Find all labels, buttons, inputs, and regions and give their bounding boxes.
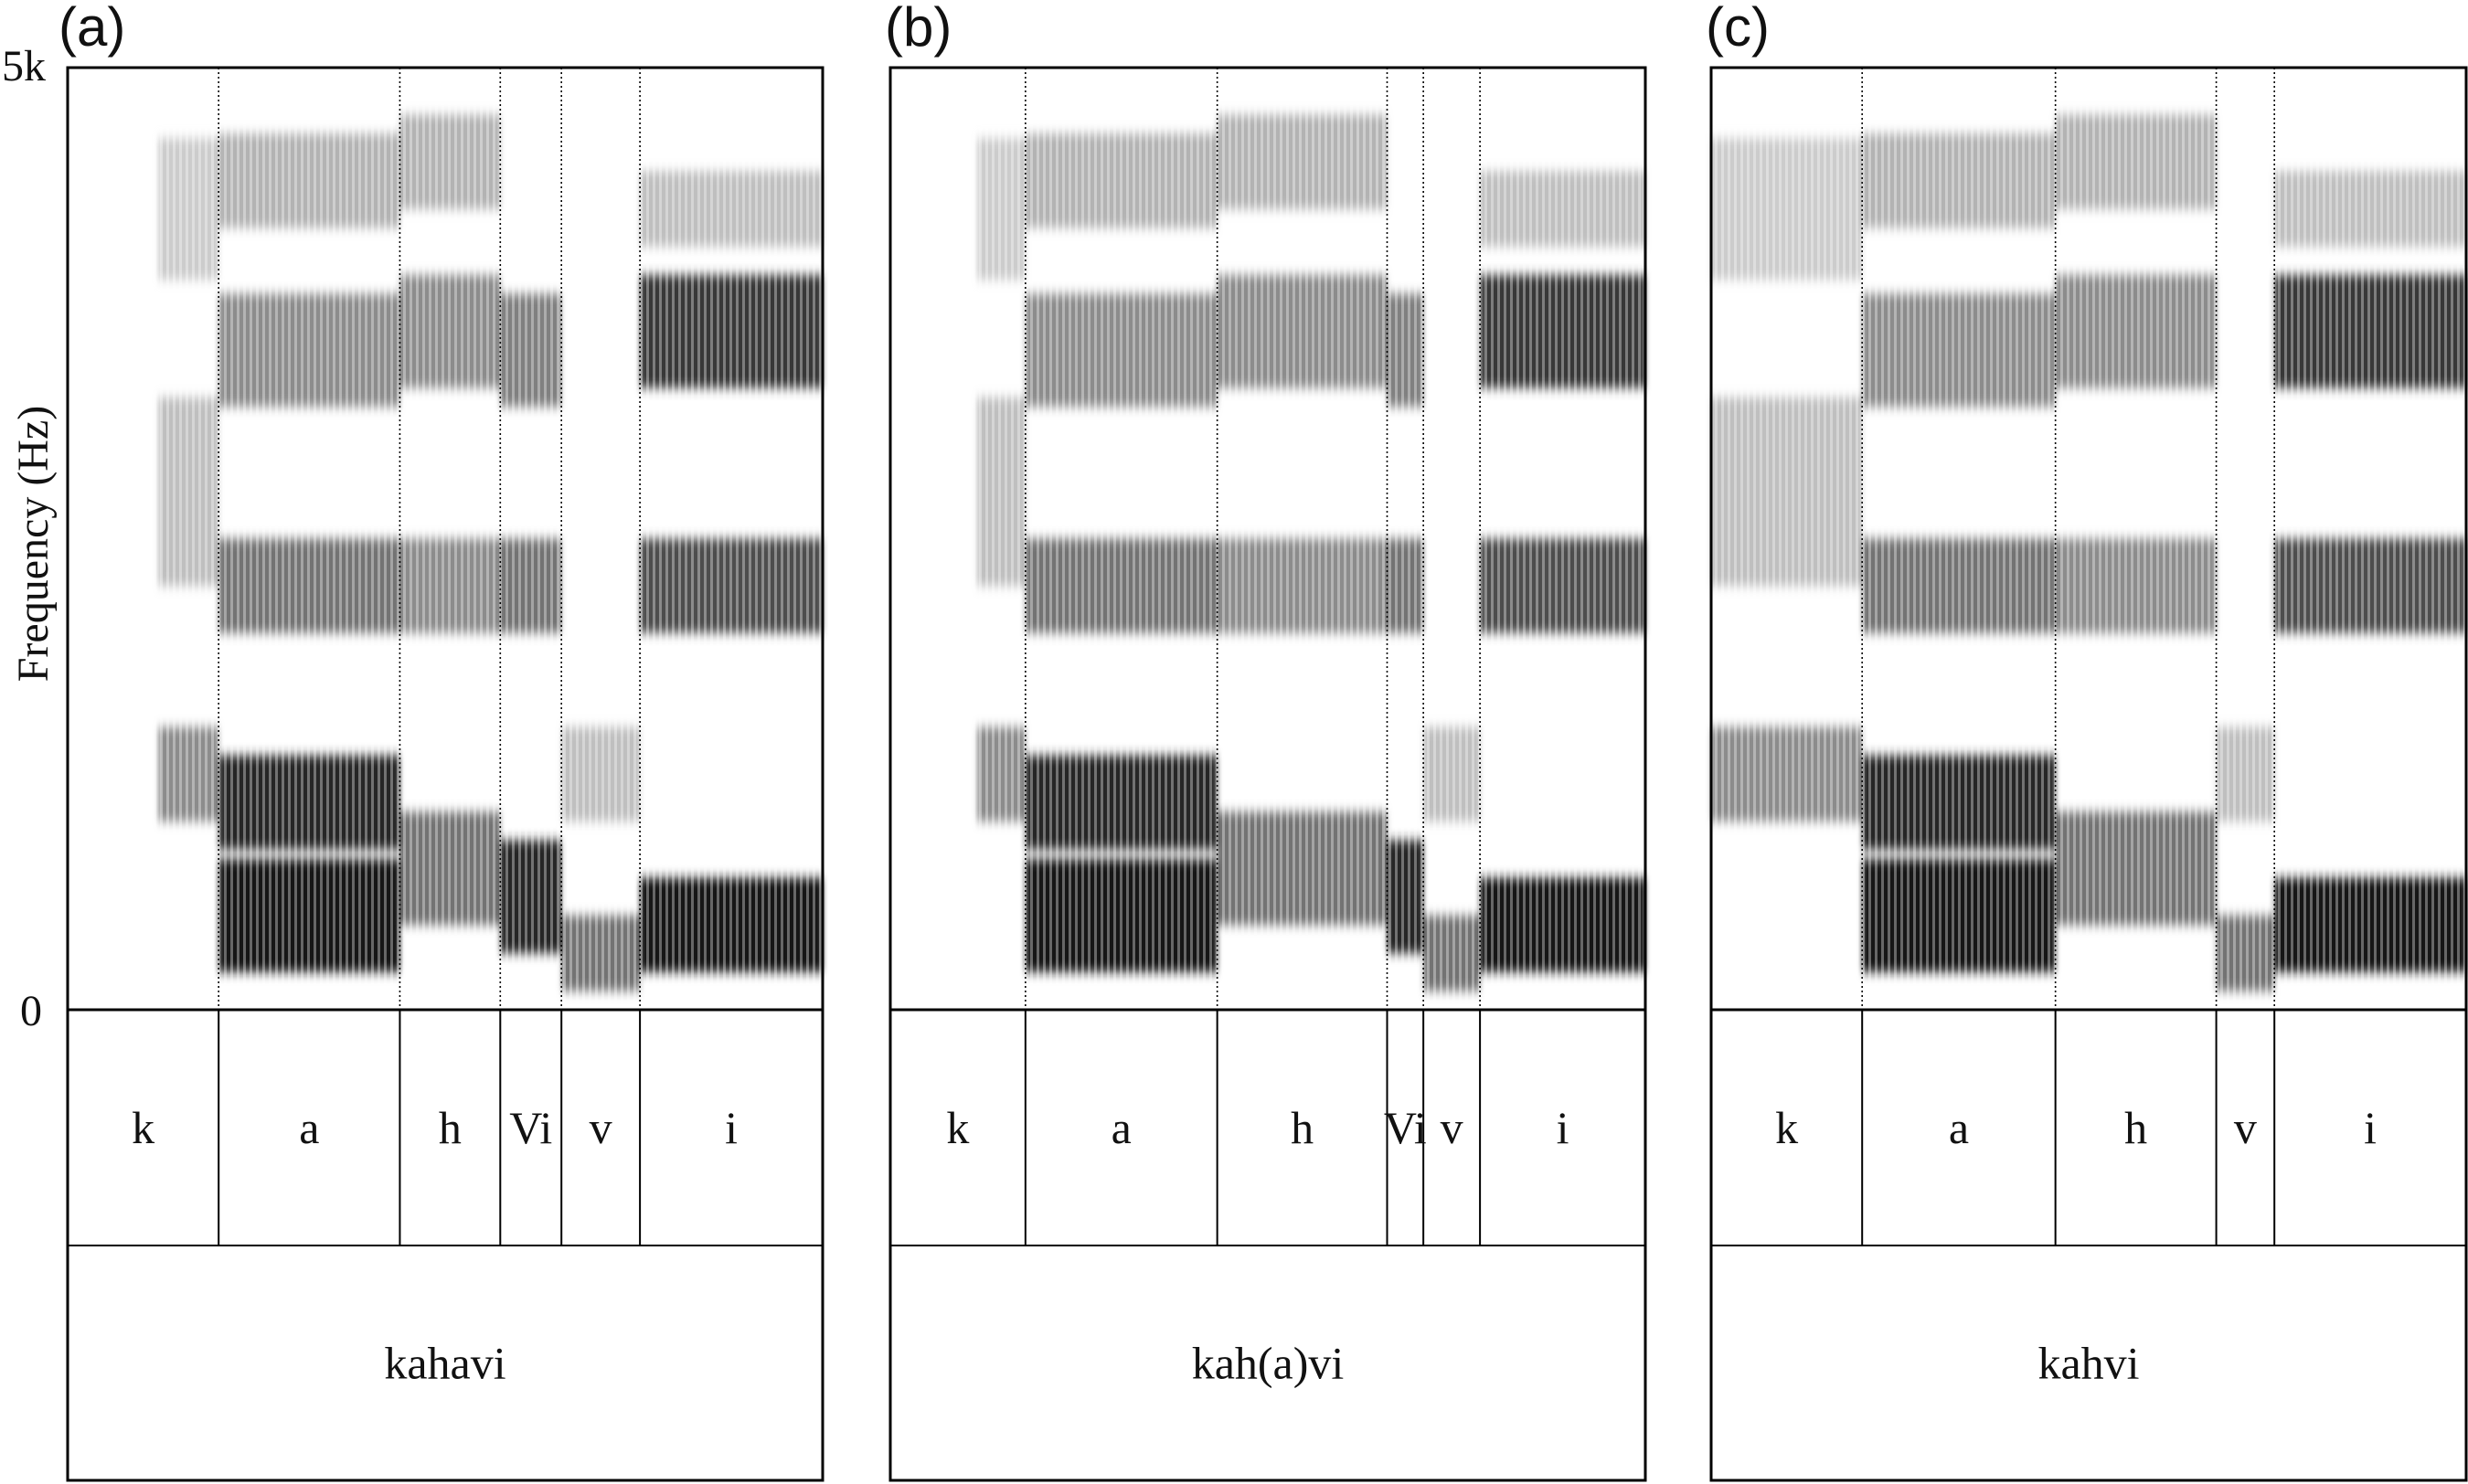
panel-b-tier-frame bbox=[888, 1008, 1647, 1482]
panel-b-segment-boundaries bbox=[890, 1010, 1645, 1246]
panel-a-segment-label-1: a bbox=[299, 1102, 319, 1153]
panel-c-label: (c) bbox=[1706, 0, 1770, 58]
panel-a-segment-boundaries bbox=[68, 1010, 823, 1246]
panel-a-segment-label-0: k bbox=[132, 1102, 154, 1153]
panel-a-segment-label-4: v bbox=[590, 1102, 612, 1153]
panel-b-segment-label-1: a bbox=[1112, 1102, 1132, 1153]
panel-c-tier-frame bbox=[1709, 1008, 2468, 1482]
panel-b-word-label: kah(a)vi bbox=[1192, 1338, 1345, 1389]
panel-a-spectrogram-boundaries bbox=[218, 68, 641, 1010]
panel-c-segment-label-3: v bbox=[2234, 1102, 2257, 1153]
panel-b-spectrogram-boundaries bbox=[1025, 68, 1481, 1010]
panel-b: (b) k a h Vi v i kah(a)vi bbox=[885, 0, 1647, 1482]
panel-b-label: (b) bbox=[885, 0, 952, 58]
y-axis-top-tick: 5k bbox=[2, 42, 46, 90]
panel-b-segment-label-0: k bbox=[946, 1102, 969, 1153]
panel-c-segment-label-2: h bbox=[2124, 1102, 2147, 1153]
panel-a-segment-labels: k a h Vi v i bbox=[132, 1102, 738, 1153]
panel-c-segment-label-0: k bbox=[1775, 1102, 1798, 1153]
panel-c-spectrogram bbox=[1711, 68, 2466, 1010]
panel-a-striation-overlay bbox=[68, 68, 823, 1010]
panel-a-word-label: kahavi bbox=[384, 1338, 505, 1389]
panel-c-segment-label-1: a bbox=[1949, 1102, 1969, 1153]
y-axis-bottom-tick: 0 bbox=[20, 987, 42, 1035]
panel-a-label: (a) bbox=[59, 0, 125, 58]
panel-c-segment-label-4: i bbox=[2364, 1102, 2377, 1153]
y-axis-label: Frequency (Hz) bbox=[9, 406, 58, 683]
panel-a-segment-label-2: h bbox=[439, 1102, 462, 1153]
panel-a-spectrogram bbox=[68, 68, 823, 1010]
panel-c-spectrogram-boundaries bbox=[1861, 68, 2275, 1010]
panel-b-segment-label-2: h bbox=[1291, 1102, 1314, 1153]
panel-c-word-label: kahvi bbox=[2037, 1338, 2139, 1389]
panel-b-segment-labels: k a h Vi v i bbox=[946, 1102, 1569, 1153]
panel-c-segment-boundaries bbox=[1711, 1010, 2466, 1246]
panel-b-segment-label-5: i bbox=[1557, 1102, 1569, 1153]
panel-b-segment-label-4: v bbox=[1441, 1102, 1463, 1153]
panel-a-tier-frame bbox=[66, 1008, 824, 1482]
panel-a-segment-label-5: i bbox=[725, 1102, 738, 1153]
panel-c-striation-overlay bbox=[1711, 68, 2466, 1010]
panel-b-striation-overlay bbox=[890, 68, 1645, 1010]
panel-a-segment-label-3: Vi bbox=[509, 1102, 552, 1153]
panel-b-segment-label-3: Vi bbox=[1384, 1102, 1427, 1153]
panel-b-spectrogram bbox=[890, 68, 1645, 1010]
panel-a: (a) k a h Vi v i kahavi bbox=[59, 0, 824, 1482]
